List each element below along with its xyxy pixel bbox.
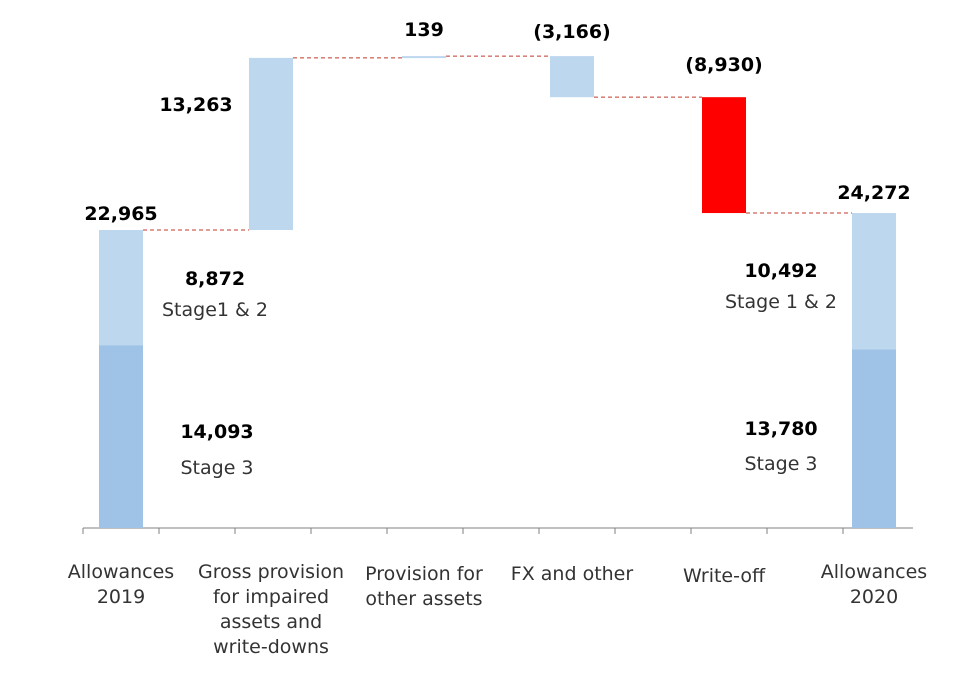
- category-label-2: Provision for: [365, 563, 483, 585]
- value-label-5: 24,272: [837, 182, 910, 204]
- bar-step-4: [702, 97, 746, 214]
- stage-name-label-2: Stage 1 & 2: [725, 291, 837, 313]
- bar-step-2: [402, 56, 446, 59]
- stage-name-label-1: Stage 3: [180, 457, 253, 479]
- category-label-0: 2019: [97, 586, 145, 608]
- category-label-3: FX and other: [511, 563, 634, 585]
- value-label-4: (8,930): [685, 54, 762, 76]
- bar-step-1: [249, 57, 293, 231]
- value-label-3: (3,166): [533, 21, 610, 43]
- bar-2020-stage12: [852, 213, 896, 350]
- stage-name-label-3: Stage 3: [744, 453, 817, 475]
- category-label-1: assets and: [220, 611, 322, 633]
- category-label-1: Gross provision: [198, 561, 344, 583]
- stage-value-label-0: 8,872: [185, 268, 245, 290]
- category-label-5: Allowances: [821, 561, 927, 583]
- value-label-0: 22,965: [84, 203, 157, 225]
- bar-step-3: [550, 56, 594, 98]
- category-label-1: for impaired: [213, 586, 329, 608]
- category-label-4: Write-off: [683, 565, 766, 587]
- bar-2020-stage3: [852, 349, 896, 528]
- category-label-0: Allowances: [68, 561, 174, 583]
- stage-value-label-1: 14,093: [180, 421, 253, 443]
- stage-value-label-3: 13,780: [744, 418, 817, 440]
- value-label-2: 139: [404, 19, 444, 41]
- value-label-1: 13,263: [159, 94, 232, 116]
- bar-2019-stage3: [99, 345, 143, 528]
- stage-name-label-0: Stage1 & 2: [162, 299, 268, 321]
- stage-value-label-2: 10,492: [744, 260, 817, 282]
- bar-2019-stage12: [99, 230, 143, 346]
- category-label-1: write-downs: [213, 636, 329, 658]
- category-label-5: 2020: [850, 586, 898, 608]
- category-label-2: other assets: [365, 588, 482, 610]
